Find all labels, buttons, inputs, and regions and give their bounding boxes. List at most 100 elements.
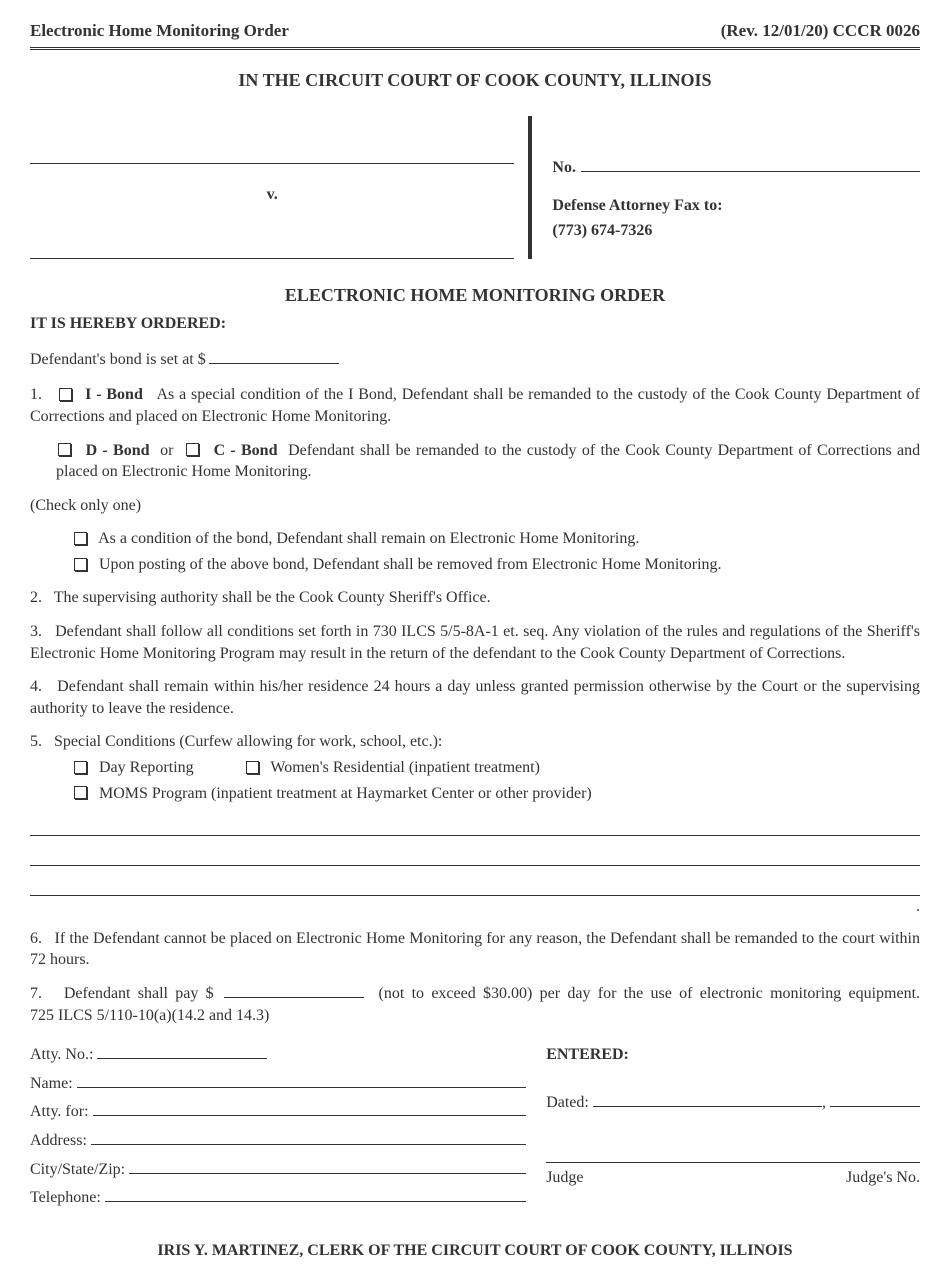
atty-address-field[interactable] [91, 1131, 526, 1145]
section-1-ibond: 1. I - Bond As a special condition of th… [30, 384, 920, 427]
section-4: 4. Defendant shall remain within his/her… [30, 676, 920, 719]
dated-field-1[interactable] [593, 1093, 822, 1107]
atty-address-label: Address: [30, 1130, 87, 1152]
womens-checkbox[interactable] [246, 761, 259, 774]
header-title: Electronic Home Monitoring Order [30, 20, 289, 43]
section-2-text: The supervising authority shall be the C… [54, 589, 491, 606]
section-5-number: 5. [30, 733, 42, 750]
plaintiff-line[interactable] [30, 146, 514, 164]
judge-label: Judge [546, 1167, 583, 1189]
atty-name-row: Name: [30, 1073, 526, 1095]
bond-amount-field[interactable] [209, 350, 339, 364]
special-condition-line-2[interactable] [30, 844, 920, 866]
defendant-line[interactable] [30, 241, 514, 259]
atty-name-label: Name: [30, 1073, 73, 1095]
cbond-checkbox[interactable] [186, 443, 199, 456]
ibond-checkbox[interactable] [59, 388, 72, 401]
condition-a-text: As a condition of the bond, Defendant sh… [98, 530, 639, 547]
atty-phone-field[interactable] [105, 1188, 526, 1202]
atty-csz-field[interactable] [129, 1160, 526, 1174]
ibond-label: I - Bond [85, 386, 143, 403]
section-7-cite: 725 ILCS 5/110-10(a)(14.2 and 14.3) [30, 1005, 920, 1027]
condition-a-checkbox[interactable] [74, 532, 87, 545]
day-reporting-label: Day Reporting [99, 759, 194, 776]
special-conditions-row1: Day Reporting Women's Residential (inpat… [72, 757, 920, 779]
section-3-number: 3. [30, 623, 42, 640]
section-4-number: 4. [30, 678, 42, 695]
atty-name-field[interactable] [77, 1074, 527, 1088]
case-number-label: No. [552, 157, 576, 179]
attorney-info: Atty. No.: Name: Atty. for: Address: Cit… [30, 1044, 546, 1216]
section-7-number: 7. [30, 985, 42, 1002]
atty-for-row: Atty. for: [30, 1101, 526, 1123]
section-3: 3. Defendant shall follow all conditions… [30, 621, 920, 664]
atty-csz-row: City/State/Zip: [30, 1159, 526, 1181]
fax-number: (773) 674-7326 [552, 220, 920, 242]
ibond-text: As a special condition of the I Bond, De… [30, 386, 920, 425]
section-7: 7. Defendant shall pay $ (not to exceed … [30, 983, 920, 1026]
dbond-checkbox[interactable] [58, 443, 71, 456]
section-7-suffix: (not to exceed $30.00) per day for the u… [379, 985, 920, 1002]
check-only-label: (Check only one) [30, 495, 920, 517]
womens-label: Women's Residential (inpatient treatment… [270, 759, 540, 776]
moms-item: MOMS Program (inpatient treatment at Hay… [72, 783, 920, 805]
section-4-text: Defendant shall remain within his/her re… [30, 678, 920, 717]
section-6: 6. If the Defendant cannot be placed on … [30, 928, 920, 971]
atty-no-field[interactable] [97, 1045, 267, 1059]
dated-field-2[interactable] [830, 1093, 920, 1107]
cbond-label: C - Bond [214, 442, 278, 459]
condition-a-row: As a condition of the bond, Defendant sh… [72, 528, 920, 550]
atty-address-row: Address: [30, 1130, 526, 1152]
condition-b-text: Upon posting of the above bond, Defendan… [99, 556, 722, 573]
ordered-heading: IT IS HEREBY ORDERED: [30, 313, 920, 335]
bond-amount-row: Defendant's bond is set at $ [30, 349, 920, 371]
atty-for-field[interactable] [93, 1102, 527, 1116]
judge-signature-line[interactable] [546, 1149, 920, 1163]
atty-for-label: Atty. for: [30, 1101, 89, 1123]
case-number-field[interactable] [581, 156, 920, 172]
bond-prefix: Defendant's bond is set at $ [30, 349, 206, 371]
court-title: IN THE CIRCUIT COURT OF COOK COUNTY, ILL… [30, 68, 920, 92]
entered-label: ENTERED: [546, 1044, 920, 1066]
special-condition-line-1[interactable] [30, 814, 920, 836]
or-text: or [160, 442, 173, 459]
atty-csz-label: City/State/Zip: [30, 1159, 125, 1181]
clerk-footer: IRIS Y. MARTINEZ, CLERK OF THE CIRCUIT C… [30, 1240, 920, 1262]
signature-area: Atty. No.: Name: Atty. for: Address: Cit… [30, 1044, 920, 1216]
atty-no-label: Atty. No.: [30, 1044, 93, 1066]
condition-b-checkbox[interactable] [74, 558, 87, 571]
section-1-dcbond: D - Bond or C - Bond Defendant shall be … [56, 440, 920, 483]
caption-case-info: No. Defense Attorney Fax to: (773) 674-7… [528, 116, 920, 259]
document-header: Electronic Home Monitoring Order (Rev. 1… [30, 20, 920, 50]
case-number-row: No. [552, 156, 920, 179]
section-6-text: If the Defendant cannot be placed on Ele… [30, 930, 920, 969]
entered-block: ENTERED: Dated: , Judge Judge's No. [546, 1044, 920, 1216]
section-2: 2. The supervising authority shall be th… [30, 587, 920, 609]
daily-pay-field[interactable] [224, 984, 364, 998]
day-reporting-item: Day Reporting [72, 757, 194, 779]
section-1-number: 1. [30, 386, 42, 403]
section-6-number: 6. [30, 930, 42, 947]
section-5: 5. Special Conditions (Curfew allowing f… [30, 731, 920, 753]
judge-label-row: Judge Judge's No. [546, 1167, 920, 1189]
dated-label: Dated: [546, 1092, 589, 1114]
moms-label: MOMS Program (inpatient treatment at Hay… [99, 785, 592, 802]
dated-row: Dated: , [546, 1092, 920, 1114]
atty-phone-label: Telephone: [30, 1187, 101, 1209]
dated-comma: , [822, 1092, 826, 1114]
day-reporting-checkbox[interactable] [74, 761, 87, 774]
section-5-text: Special Conditions (Curfew allowing for … [54, 733, 442, 750]
versus-label: v. [30, 184, 514, 206]
moms-checkbox[interactable] [74, 786, 87, 799]
condition-b-row: Upon posting of the above bond, Defendan… [72, 554, 920, 576]
atty-no-row: Atty. No.: [30, 1044, 526, 1066]
special-condition-line-3[interactable] [30, 874, 920, 896]
dbond-label: D - Bond [86, 442, 150, 459]
judge-no-label: Judge's No. [846, 1167, 920, 1189]
section-2-number: 2. [30, 589, 42, 606]
caption-parties: v. [30, 116, 528, 259]
fax-label: Defense Attorney Fax to: [552, 195, 920, 217]
section-7-prefix: Defendant shall pay $ [64, 985, 214, 1002]
atty-phone-row: Telephone: [30, 1187, 526, 1209]
line-period: . [30, 896, 920, 918]
